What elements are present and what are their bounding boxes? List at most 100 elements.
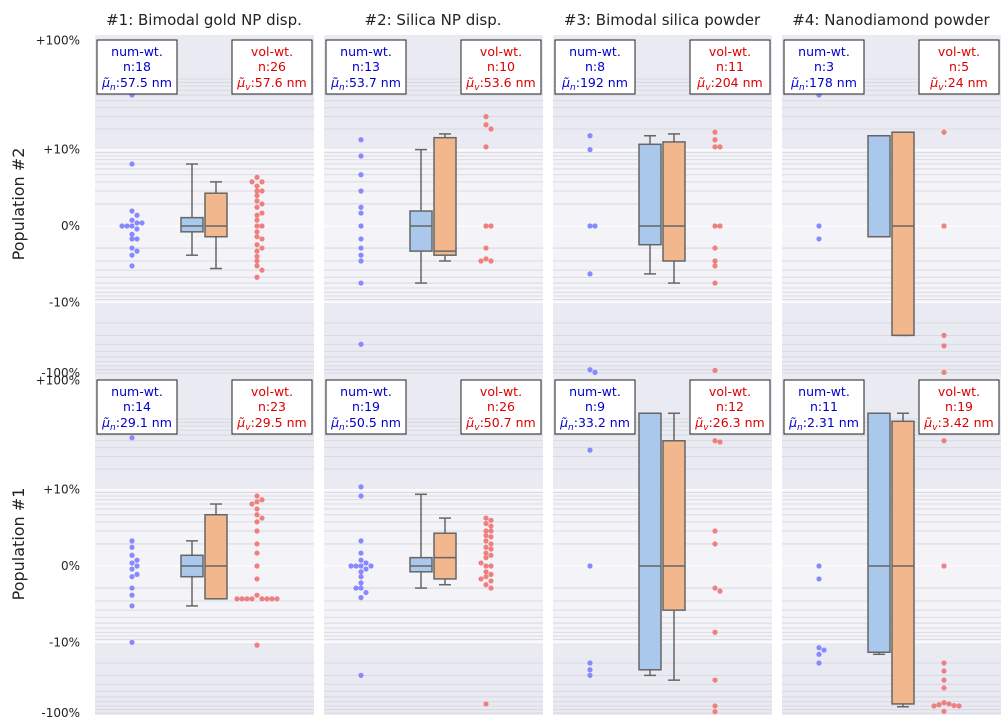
data-point bbox=[254, 274, 260, 280]
data-point bbox=[254, 642, 260, 648]
data-point bbox=[483, 223, 489, 229]
column-title-3: #3: Bimodal silica powder bbox=[564, 11, 761, 29]
data-point bbox=[254, 242, 260, 248]
legend-count: n:26 bbox=[487, 399, 515, 414]
median-symbol: μ̃ bbox=[101, 75, 110, 90]
num-weighted-legend: num-wt.n:14μ̃n:29.1 nm bbox=[96, 379, 178, 435]
legend-label: vol-wt. bbox=[938, 44, 980, 59]
median-subscript: v bbox=[703, 423, 709, 433]
data-point bbox=[254, 234, 260, 240]
legend-count: n:18 bbox=[123, 59, 151, 74]
data-point bbox=[941, 700, 947, 706]
row-label-population-1: Population #1 bbox=[9, 488, 28, 601]
legend-box bbox=[231, 39, 313, 95]
data-point bbox=[129, 552, 135, 558]
data-point bbox=[816, 651, 822, 657]
legend-median: μ̃v:26.3 nm bbox=[694, 415, 764, 433]
data-point bbox=[483, 114, 489, 120]
data-point bbox=[936, 702, 942, 708]
median-value: :53.6 nm bbox=[480, 75, 536, 90]
data-point bbox=[587, 563, 593, 569]
y-tick-label: +100% bbox=[36, 34, 80, 48]
data-point bbox=[956, 703, 962, 709]
legend-median: μ̃n:192 nm bbox=[561, 75, 628, 93]
legend-count: n:10 bbox=[487, 59, 515, 74]
row-label-population-2: Population #2 bbox=[9, 148, 28, 261]
num-weighted-points bbox=[816, 92, 822, 242]
data-point bbox=[816, 576, 822, 582]
data-point bbox=[717, 439, 723, 445]
legend-box bbox=[96, 39, 178, 95]
median-symbol: μ̃ bbox=[236, 75, 245, 90]
data-point bbox=[254, 519, 260, 525]
row-labels: Population #2 Population #1 bbox=[9, 148, 28, 601]
median-symbol: μ̃ bbox=[790, 75, 799, 90]
data-point bbox=[129, 574, 135, 580]
data-point bbox=[254, 258, 260, 264]
median-symbol: μ̃ bbox=[923, 415, 932, 430]
median-symbol: μ̃ bbox=[330, 415, 339, 430]
data-point bbox=[712, 245, 718, 251]
data-point bbox=[483, 544, 489, 550]
data-point bbox=[488, 126, 494, 132]
median-symbol: μ̃ bbox=[559, 415, 568, 430]
data-point bbox=[587, 667, 593, 673]
data-point bbox=[129, 566, 135, 572]
data-point bbox=[254, 188, 260, 194]
median-symbol: μ̃ bbox=[236, 415, 245, 430]
data-point bbox=[488, 552, 494, 558]
data-point bbox=[488, 571, 494, 577]
box-iqr bbox=[409, 556, 433, 573]
data-point bbox=[712, 137, 718, 143]
data-point bbox=[134, 563, 140, 569]
legend-box bbox=[231, 379, 313, 435]
y-axis-ticks: +100%+10%0%-10%-100%+100%+10%0%-10%-100% bbox=[36, 34, 80, 719]
data-point bbox=[941, 332, 947, 338]
data-point bbox=[941, 677, 947, 683]
data-point bbox=[483, 574, 489, 580]
legend-label: vol-wt. bbox=[480, 384, 522, 399]
y-tick-label: +10% bbox=[43, 143, 80, 157]
box-iqr bbox=[204, 513, 228, 600]
legend-count: n:12 bbox=[716, 399, 744, 414]
data-point bbox=[941, 668, 947, 674]
data-point bbox=[259, 515, 265, 521]
box-iqr bbox=[433, 532, 457, 580]
data-point bbox=[259, 210, 265, 216]
data-point bbox=[254, 263, 260, 269]
data-point bbox=[358, 172, 364, 178]
data-point bbox=[129, 585, 135, 591]
data-point bbox=[488, 258, 494, 264]
data-point bbox=[488, 528, 494, 534]
legend-box bbox=[554, 39, 636, 95]
y-tick-label: -100% bbox=[41, 366, 80, 380]
data-point bbox=[358, 493, 364, 499]
data-point bbox=[129, 217, 135, 223]
data-point bbox=[483, 122, 489, 128]
y-tick-label: 0% bbox=[61, 219, 80, 233]
num-weighted-legend: num-wt.n:11μ̃n:2.31 nm bbox=[783, 379, 865, 435]
data-point bbox=[816, 223, 822, 229]
data-point bbox=[483, 555, 489, 561]
column-titles: #1: Bimodal gold NP disp. #2: Silica NP … bbox=[106, 11, 990, 29]
legend-median: μ̃v:57.6 nm bbox=[236, 75, 306, 93]
data-point bbox=[478, 258, 484, 264]
median-value: :178 nm bbox=[805, 75, 857, 90]
data-point bbox=[358, 550, 364, 556]
legend-count: n:26 bbox=[258, 59, 286, 74]
data-point bbox=[941, 369, 947, 375]
vol-weighted-box bbox=[433, 133, 457, 262]
data-point bbox=[129, 208, 135, 214]
legend-median: μ̃v:50.7 nm bbox=[465, 415, 535, 433]
legend-box bbox=[918, 39, 1000, 95]
data-point bbox=[483, 256, 489, 262]
data-point bbox=[129, 592, 135, 598]
legend-count: n:23 bbox=[258, 399, 286, 414]
data-point bbox=[254, 248, 260, 254]
legend-box bbox=[783, 379, 865, 435]
median-symbol: μ̃ bbox=[330, 75, 339, 90]
data-point bbox=[587, 271, 593, 277]
data-point bbox=[254, 212, 260, 218]
median-value: :53.7 nm bbox=[345, 75, 401, 90]
